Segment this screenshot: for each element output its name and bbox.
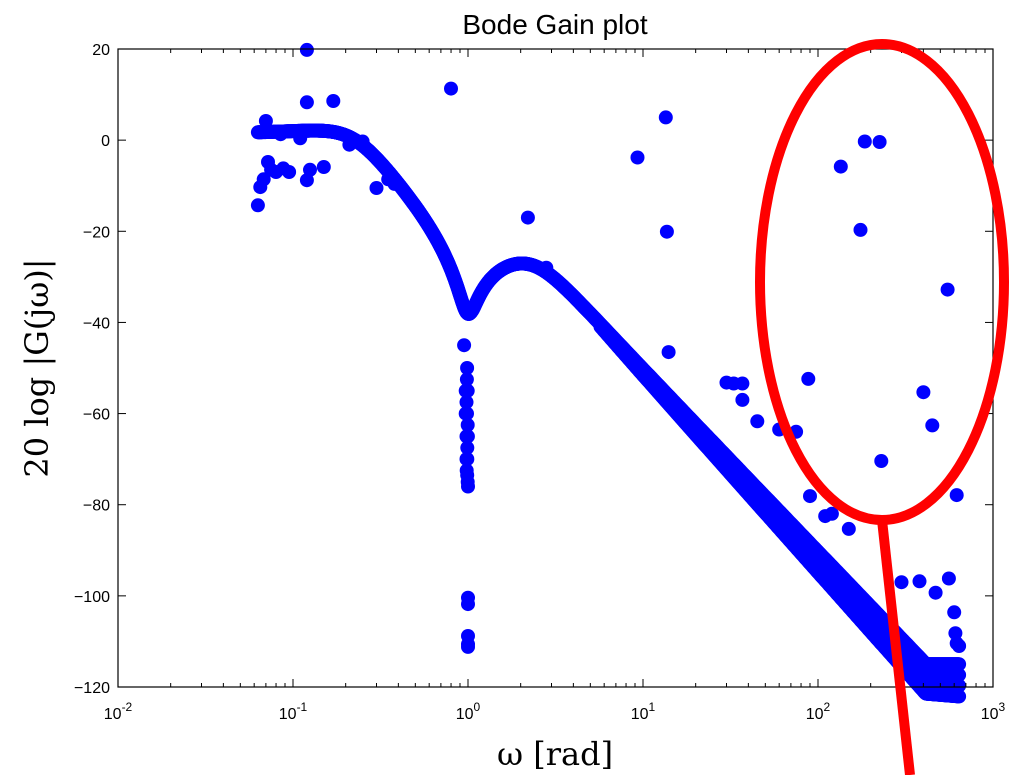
data-point: [925, 418, 939, 432]
data-point: [801, 372, 815, 386]
data-point: [735, 393, 749, 407]
data-point: [874, 454, 888, 468]
data-point: [460, 429, 474, 443]
x-axis-label: ω [rad]: [497, 735, 613, 773]
data-point: [342, 138, 356, 152]
data-point: [950, 488, 964, 502]
data-point: [251, 198, 265, 212]
data-point: [952, 639, 966, 653]
data-point: [631, 151, 645, 165]
data-point: [459, 384, 473, 398]
data-point: [842, 522, 856, 536]
data-point: [913, 574, 927, 588]
data-point: [947, 605, 961, 619]
data-point: [750, 414, 764, 428]
data-point: [459, 407, 473, 421]
y-tick-label: −20: [83, 224, 110, 241]
data-point: [942, 572, 956, 586]
data-point: [388, 177, 402, 191]
data-point: [300, 43, 314, 57]
data-point: [521, 211, 535, 225]
y-tick-label: −40: [83, 315, 110, 332]
y-tick-label: −80: [83, 498, 110, 515]
data-point: [941, 283, 955, 297]
data-point: [461, 597, 475, 611]
data-point: [370, 181, 384, 195]
y-tick-label: −60: [83, 407, 110, 424]
data-point: [735, 377, 749, 391]
data-point: [461, 640, 475, 654]
data-point: [818, 509, 832, 523]
data-point: [539, 261, 553, 275]
y-tick-label: −120: [74, 680, 110, 697]
data-point: [834, 160, 848, 174]
data-point: [916, 385, 930, 399]
data-point: [895, 575, 909, 589]
curve-point: [952, 689, 966, 703]
y-tick-label: −100: [74, 589, 110, 606]
data-point: [293, 131, 307, 145]
data-point: [326, 94, 340, 108]
data-point: [858, 135, 872, 149]
chart-title: Bode Gain plot: [462, 9, 647, 40]
data-point: [356, 135, 370, 149]
y-tick-label: 0: [101, 133, 110, 150]
data-point: [660, 225, 674, 239]
data-point: [854, 223, 868, 237]
data-point: [662, 345, 676, 359]
data-point: [659, 110, 673, 124]
data-point: [300, 95, 314, 109]
data-point: [303, 163, 317, 177]
data-point: [282, 165, 296, 179]
data-point: [929, 586, 943, 600]
data-point: [803, 489, 817, 503]
data-point: [317, 160, 331, 174]
data-point: [457, 338, 471, 352]
data-point: [461, 480, 475, 494]
data-point: [873, 135, 887, 149]
data-point: [460, 452, 474, 466]
data-point: [444, 82, 458, 96]
y-axis-label: 20 log |G(jω)|: [18, 258, 56, 477]
y-tick-label: 20: [92, 42, 110, 59]
data-point: [274, 127, 288, 141]
data-point: [259, 114, 273, 128]
